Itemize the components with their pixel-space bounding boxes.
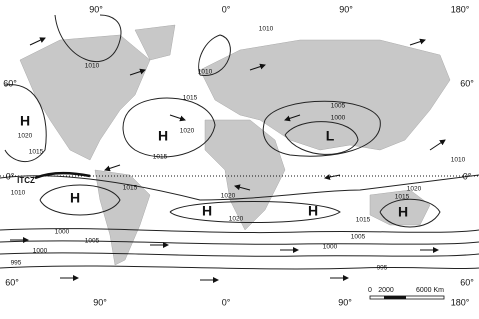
coordinate-label: 180° <box>451 297 470 307</box>
scale-label: 6000 Km <box>416 287 444 294</box>
isobar-label: 1020 <box>221 193 236 200</box>
wind-arrows <box>10 37 446 283</box>
coordinate-label: 60° <box>460 277 474 287</box>
coordinate-label: 60° <box>5 277 19 287</box>
isobar-label: 1010 <box>11 190 26 197</box>
isobar-label: 1000 <box>33 248 48 255</box>
isobar-label: 1000 <box>331 115 346 122</box>
isobar-label: 1005 <box>331 103 346 110</box>
isobar-label: 1015 <box>29 149 44 156</box>
itcz-label: ITCZ <box>17 176 35 185</box>
scale-label: 0 <box>368 287 372 294</box>
isobar-label: 1015 <box>395 194 410 201</box>
isobar-label: 1010 <box>451 157 466 164</box>
coordinate-label: 0° <box>6 171 15 181</box>
isobars <box>0 14 479 270</box>
coordinate-label: 90° <box>338 297 352 307</box>
isobar-label: 995 <box>11 260 22 267</box>
pressure-center: H <box>158 128 168 144</box>
isobar-label: 1015 <box>183 95 198 102</box>
isobar-label: 1020 <box>407 186 422 193</box>
isobar-label: 1010 <box>259 26 274 33</box>
coordinate-label: 0° <box>463 171 472 181</box>
coordinate-label: 90° <box>339 4 353 14</box>
isobar-label: 1015 <box>153 154 168 161</box>
itcz-line <box>34 172 91 180</box>
isobar-label: 1020 <box>180 128 195 135</box>
pressure-center: L <box>326 128 335 144</box>
coordinate-label: 0° <box>222 297 231 307</box>
scale-label: 2000 <box>378 287 394 294</box>
pressure-center: H <box>202 203 212 219</box>
isobar-label: 1005 <box>85 238 100 245</box>
labels: 90° 0° 90° 180° 90° 0° 90° 180° 60° 0° 60° 60° 0° 60°… <box>3 4 474 307</box>
pressure-center: H <box>70 190 80 206</box>
isobar-label: 1000 <box>55 229 70 236</box>
pressure-center: H <box>308 203 318 219</box>
coordinate-label: 90° <box>93 297 107 307</box>
isobar-label: 1005 <box>351 234 366 241</box>
isobar-label: 1015 <box>356 217 371 224</box>
pressure-center: H <box>398 204 408 220</box>
isobar-label: 995 <box>377 265 388 272</box>
scale-bar <box>369 295 445 300</box>
isobar-label: 1000 <box>323 244 338 251</box>
coordinate-label: 0° <box>222 4 231 14</box>
isobar-label: 1015 <box>123 185 138 192</box>
isobar-label: 1010 <box>198 69 213 76</box>
coordinate-label: 90° <box>89 4 103 14</box>
coordinate-label: 60° <box>3 78 17 88</box>
coordinate-label: 60° <box>460 78 474 88</box>
coordinate-label: 180° <box>451 4 470 14</box>
isobar-label: 1020 <box>18 133 33 140</box>
isobar-label: 1020 <box>229 216 244 223</box>
isobar-label: 1010 <box>85 63 100 70</box>
pressure-center: H <box>20 113 30 129</box>
